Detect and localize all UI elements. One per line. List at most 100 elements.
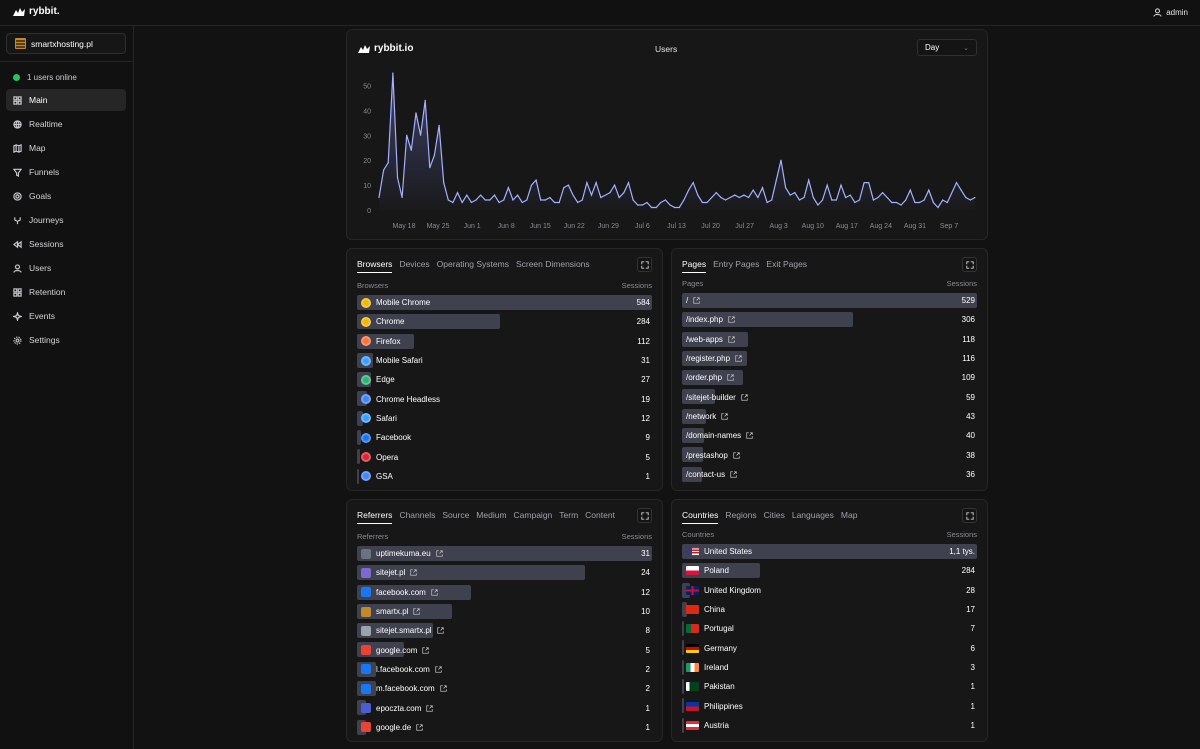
sidebar-item-users[interactable]: Users — [6, 257, 126, 279]
sidebar-item-goals[interactable]: Goals — [6, 185, 126, 207]
countries-row[interactable]: Austria 1 — [682, 716, 977, 735]
tab-devices[interactable]: Devices — [399, 259, 430, 269]
granularity-select[interactable]: Day ⌄ — [917, 39, 977, 56]
tab-map[interactable]: Map — [840, 510, 858, 520]
external-link-icon[interactable] — [431, 589, 438, 596]
tab-regions[interactable]: Regions — [725, 510, 757, 520]
external-link-icon[interactable] — [422, 646, 430, 654]
pages-row[interactable]: /register.php 116 — [682, 349, 977, 368]
site-selector[interactable]: smartxhosting.pl — [6, 33, 126, 54]
user-menu[interactable]: admin — [1153, 8, 1188, 17]
expand-button[interactable] — [962, 508, 977, 523]
sidebar-item-journeys[interactable]: Journeys — [6, 209, 126, 231]
referrers-row[interactable]: facebook.com 12 — [357, 583, 652, 602]
external-link-icon[interactable] — [416, 724, 423, 731]
external-link-icon[interactable] — [410, 569, 418, 577]
referrers-row[interactable]: epoczta.com 1 — [357, 698, 652, 717]
external-link-icon[interactable] — [733, 451, 740, 459]
countries-row[interactable]: Ireland 3 — [682, 658, 977, 677]
browsers-row[interactable]: Chrome 284 — [357, 312, 652, 331]
countries-row[interactable]: Philippines 1 — [682, 696, 977, 715]
external-link-icon[interactable] — [741, 393, 748, 401]
external-link-icon[interactable] — [693, 297, 700, 304]
browsers-row[interactable]: Mobile Chrome 584 — [357, 293, 652, 312]
sidebar-item-settings[interactable]: Settings — [6, 329, 126, 351]
tab-exit-pages[interactable]: Exit Pages — [766, 259, 808, 269]
browsers-row[interactable]: Opera 5 — [357, 447, 652, 466]
referrers-row[interactable]: l.facebook.com 2 — [357, 660, 652, 679]
pages-row[interactable]: /order.php 109 — [682, 368, 977, 387]
sidebar-item-map[interactable]: Map — [6, 137, 126, 159]
expand-button[interactable] — [962, 257, 977, 272]
external-link-icon[interactable] — [721, 413, 728, 420]
external-link-icon[interactable] — [413, 608, 421, 615]
sidebar-item-sessions[interactable]: Sessions — [6, 233, 126, 255]
tab-channels[interactable]: Channels — [399, 510, 436, 520]
tab-pages[interactable]: Pages — [682, 259, 707, 273]
sidebar-item-realtime[interactable]: Realtime — [6, 113, 126, 135]
tab-campaign[interactable]: Campaign — [513, 510, 553, 520]
column-header-left: Referrers — [357, 532, 389, 541]
external-link-icon[interactable] — [728, 336, 735, 343]
countries-row[interactable]: Portugal 7 — [682, 619, 977, 638]
sidebar-item-retention[interactable]: Retention — [6, 281, 126, 303]
referrers-row[interactable]: smartx.pl 10 — [357, 602, 652, 621]
browsers-row[interactable]: Firefox 112 — [357, 332, 652, 351]
countries-row[interactable]: United States 1,1 tys. — [682, 542, 977, 561]
referrers-row[interactable]: sitejet.pl 24 — [357, 563, 652, 582]
app-logo[interactable]: rybbit. — [12, 6, 60, 17]
external-link-icon[interactable] — [436, 627, 444, 635]
pages-row[interactable]: / 529 — [682, 291, 977, 310]
pages-row[interactable]: /contact-us 36 — [682, 465, 977, 484]
sidebar-item-main[interactable]: Main — [6, 89, 126, 111]
browsers-row[interactable]: Mobile Safari 31 — [357, 351, 652, 370]
external-link-icon[interactable] — [735, 355, 742, 362]
referrers-row[interactable]: google.com 5 — [357, 640, 652, 659]
browsers-row[interactable]: Safari 12 — [357, 409, 652, 428]
tab-medium[interactable]: Medium — [476, 510, 507, 520]
tab-entry-pages[interactable]: Entry Pages — [713, 259, 760, 269]
tab-cities[interactable]: Cities — [763, 510, 785, 520]
browsers-row[interactable]: Edge 27 — [357, 370, 652, 389]
pages-row[interactable]: /index.php 306 — [682, 310, 977, 329]
external-link-icon[interactable] — [436, 550, 443, 557]
tab-countries[interactable]: Countries — [682, 510, 719, 524]
external-link-icon[interactable] — [435, 666, 442, 673]
pages-row[interactable]: /sitejet-builder 59 — [682, 387, 977, 406]
countries-row[interactable]: United Kingdom 28 — [682, 581, 977, 600]
expand-button[interactable] — [637, 257, 652, 272]
external-link-icon[interactable] — [727, 374, 734, 382]
countries-row[interactable]: Poland 284 — [682, 561, 977, 580]
countries-row[interactable]: Pakistan 1 — [682, 677, 977, 696]
expand-button[interactable] — [637, 508, 652, 523]
referrers-row[interactable]: google.de 1 — [357, 718, 652, 737]
tab-browsers[interactable]: Browsers — [357, 259, 393, 273]
users-line-chart[interactable]: 0 10 20 30 40 50 May 18 May 25 Jun 1 Jun 8 Jun 15 J… — [347, 65, 987, 235]
pages-row[interactable]: /domain-names 40 — [682, 426, 977, 445]
external-link-icon[interactable] — [728, 316, 735, 324]
tab-operating-systems[interactable]: Operating Systems — [436, 259, 509, 269]
referrers-row[interactable]: sitejet.smartx.pl 8 — [357, 621, 652, 640]
browsers-row[interactable]: Facebook 9 — [357, 428, 652, 447]
external-link-icon[interactable] — [426, 704, 434, 712]
external-link-icon[interactable] — [746, 432, 753, 439]
tab-languages[interactable]: Languages — [791, 510, 834, 520]
tab-source[interactable]: Source — [442, 510, 470, 520]
browsers-row[interactable]: Chrome Headless 19 — [357, 389, 652, 408]
external-link-icon[interactable] — [730, 471, 737, 478]
browsers-row[interactable]: GSA 1 — [357, 467, 652, 486]
external-link-icon[interactable] — [440, 685, 447, 692]
tab-screen-dimensions[interactable]: Screen Dimensions — [515, 259, 590, 269]
tab-referrers[interactable]: Referrers — [357, 510, 393, 524]
tab-term[interactable]: Term — [559, 510, 579, 520]
referrers-row[interactable]: uptimekuma.eu 31 — [357, 544, 652, 563]
referrers-row[interactable]: m.facebook.com 2 — [357, 679, 652, 698]
countries-row[interactable]: China 17 — [682, 600, 977, 619]
pages-row[interactable]: /web-apps 118 — [682, 330, 977, 349]
sidebar-item-events[interactable]: Events — [6, 305, 126, 327]
pages-row[interactable]: /network 43 — [682, 407, 977, 426]
countries-row[interactable]: Germany 6 — [682, 638, 977, 657]
tab-content[interactable]: Content — [585, 510, 615, 520]
sidebar-item-funnels[interactable]: Funnels — [6, 161, 126, 183]
pages-row[interactable]: /prestashop 38 — [682, 445, 977, 464]
